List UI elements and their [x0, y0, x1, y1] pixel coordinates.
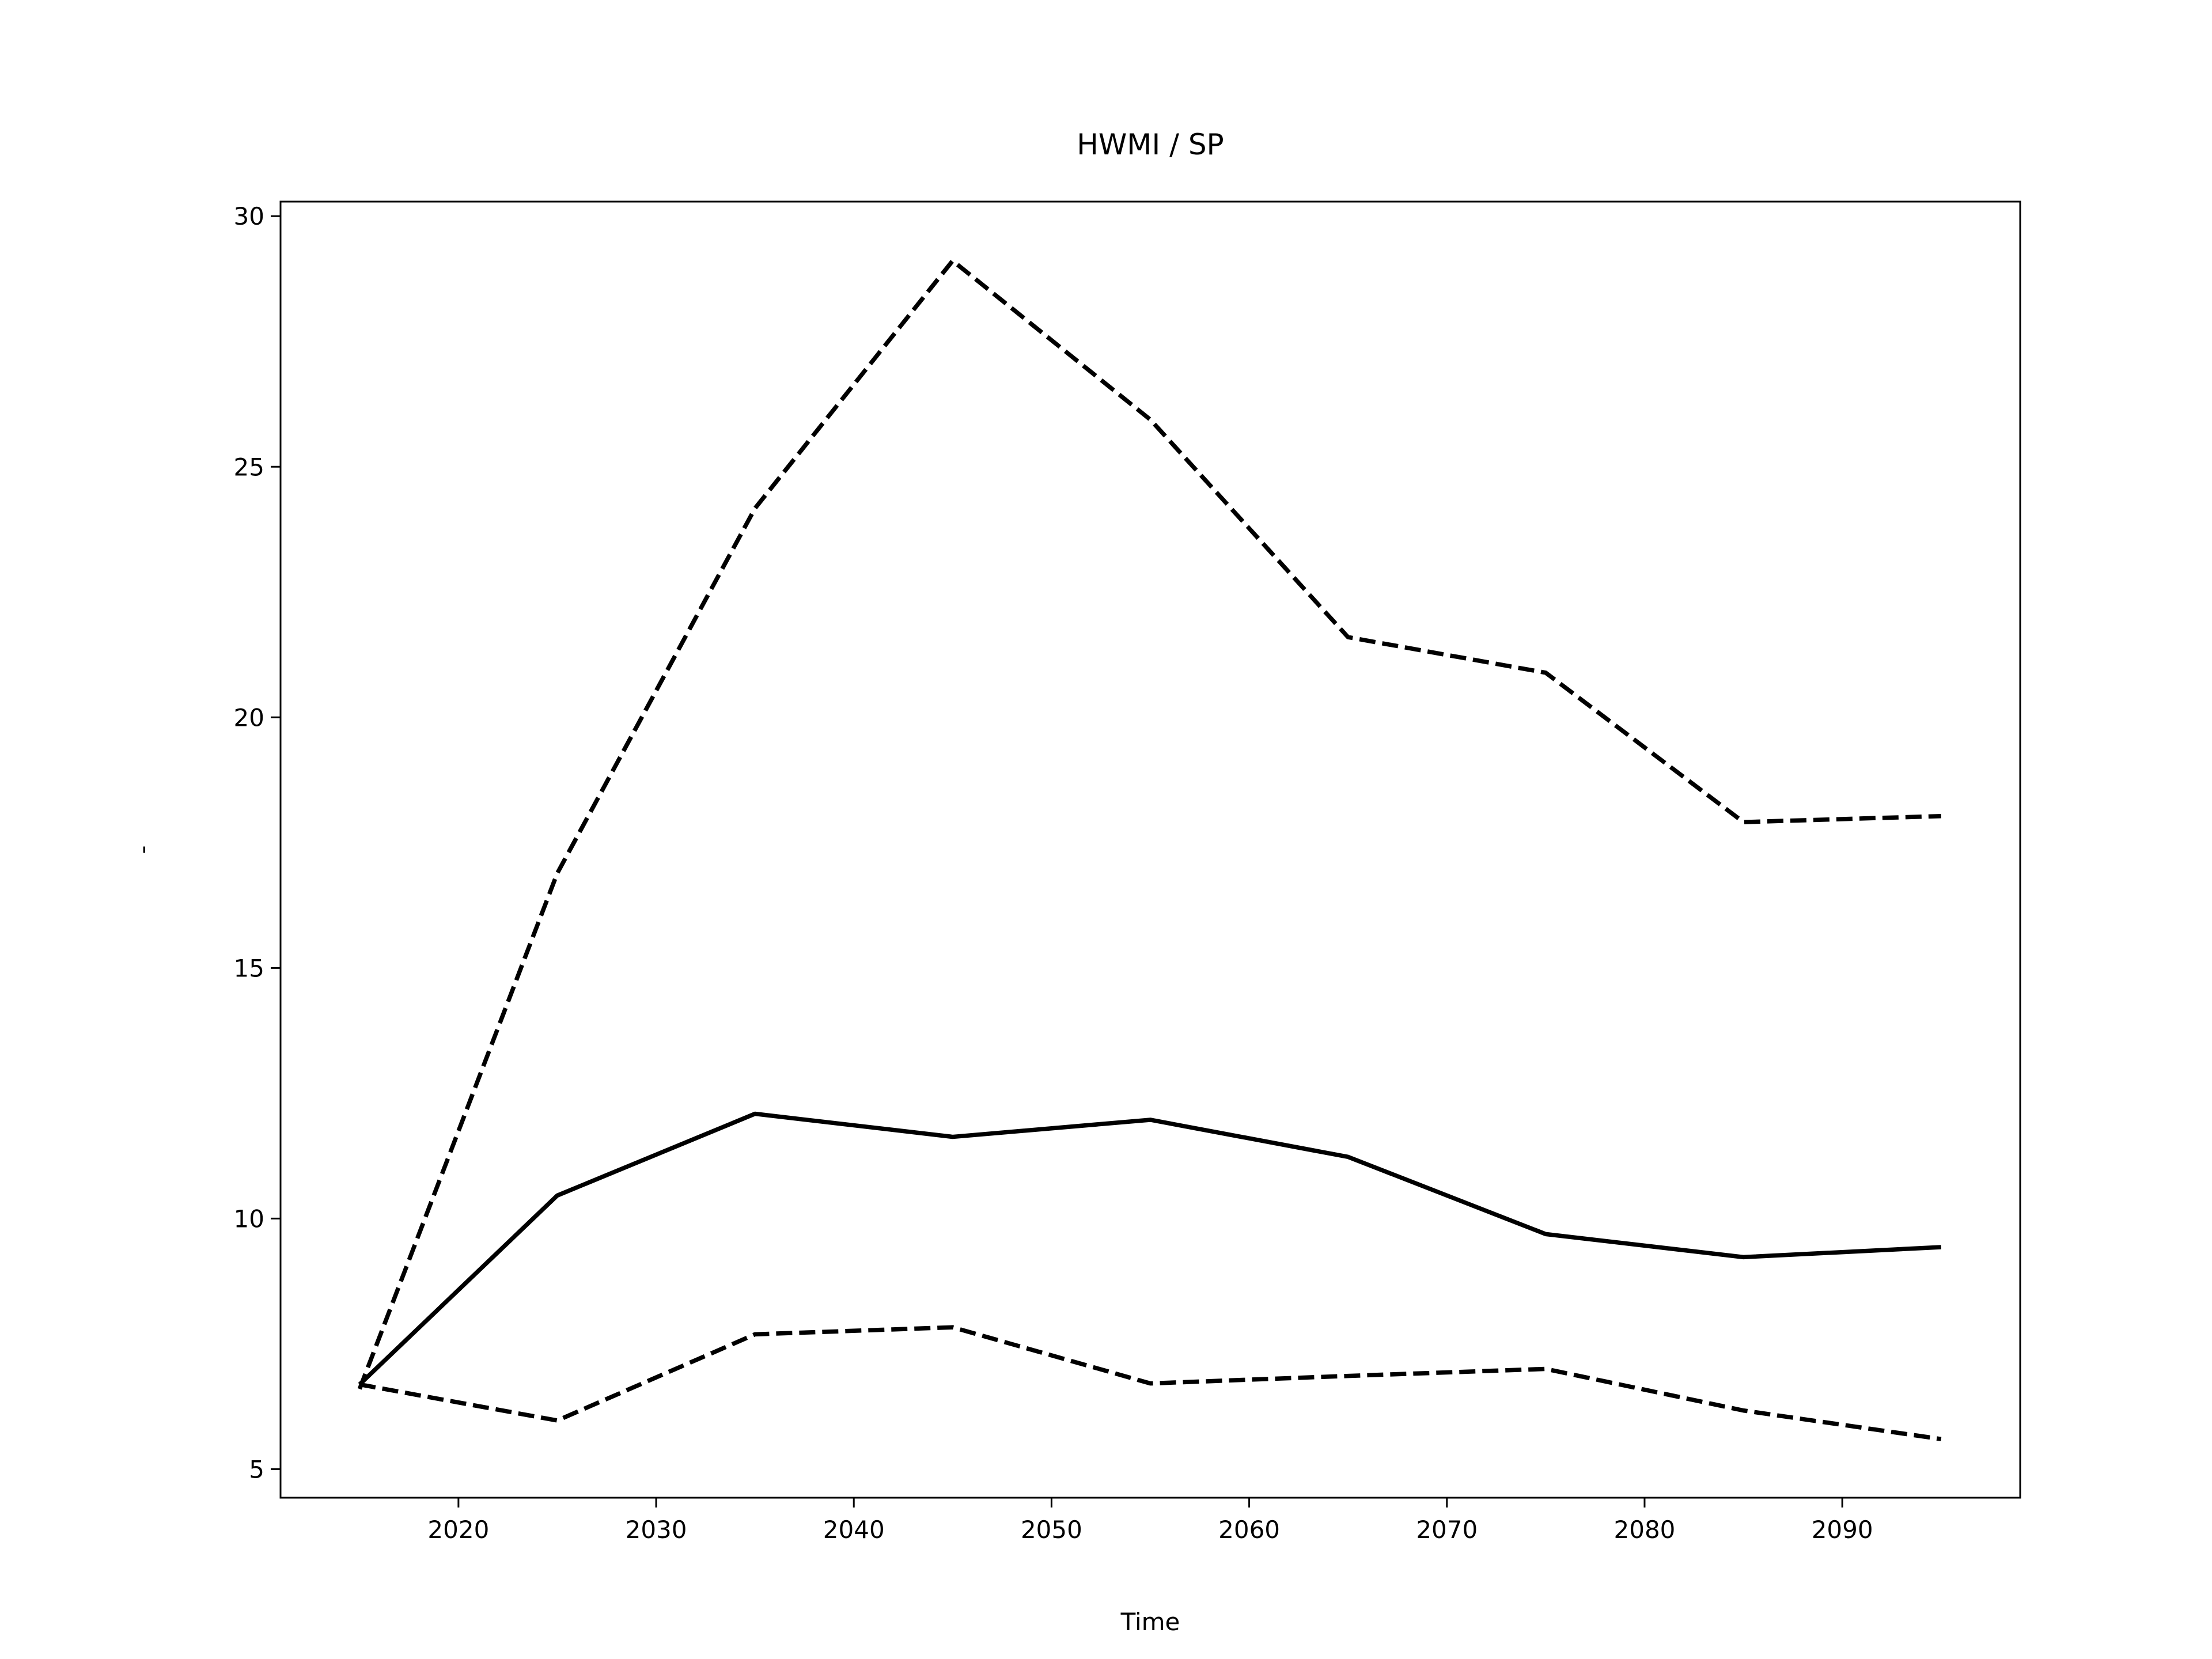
series-line: [357, 258, 1941, 1390]
x-tick-label: 2020: [427, 1516, 489, 1544]
x-tick-label: 2080: [1614, 1516, 1676, 1544]
x-tick-label: 2090: [1812, 1516, 1873, 1544]
y-axis-label: -: [128, 845, 157, 854]
x-tick-label: 2040: [823, 1516, 885, 1544]
x-tick-label: 2070: [1416, 1516, 1478, 1544]
x-tick-label: 2030: [626, 1516, 687, 1544]
series-line: [359, 1325, 1942, 1441]
y-tick-label: 20: [234, 703, 264, 732]
y-tick-label: 25: [234, 453, 264, 481]
chart-title: HWMI / SP: [1077, 128, 1224, 161]
y-tick-label: 5: [249, 1455, 264, 1483]
x-tick-label: 2060: [1218, 1516, 1280, 1544]
plot-frame: [279, 200, 2021, 1499]
x-tick-label: 2050: [1021, 1516, 1082, 1544]
y-tick-label: 15: [234, 954, 264, 982]
series-line: [358, 1111, 1941, 1387]
x-axis-label: Time: [1120, 1608, 1180, 1636]
y-tick-label: 10: [234, 1205, 264, 1233]
y-tick-label: 30: [234, 202, 264, 230]
